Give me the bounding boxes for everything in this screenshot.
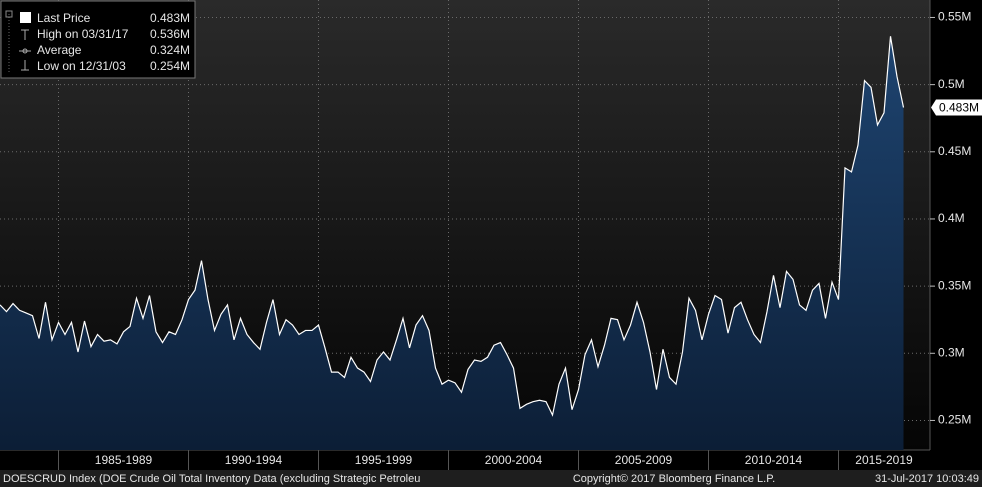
legend-value: 0.254M <box>150 59 190 73</box>
x-tick-label: 2005-2009 <box>615 453 673 467</box>
footer-copyright: Copyright© 2017 Bloomberg Finance L.P. <box>573 473 775 485</box>
legend-swatch <box>20 12 31 23</box>
y-tick-label: 0.55M <box>938 10 971 24</box>
x-tick-label: 1985-1989 <box>95 453 153 467</box>
legend-label: Average <box>37 43 82 57</box>
x-axis-background <box>0 450 930 470</box>
last-price-tag <box>931 99 982 116</box>
footer-ticker: DOESCRUD Index (DOE Crude Oil Total Inve… <box>3 473 420 485</box>
legend-value: 0.536M <box>150 27 190 41</box>
area <box>0 36 904 451</box>
x-tick-label: 2015-2019 <box>855 453 913 467</box>
legend-collapse <box>5 10 13 18</box>
legend-box <box>0 0 196 79</box>
x-tick-label: 2010-2014 <box>745 453 803 467</box>
x-tick-label: 2000-2004 <box>485 453 543 467</box>
x-tick-label: 1995-1999 <box>355 453 413 467</box>
y-tick-label: 0.5M <box>938 77 965 91</box>
y-tick-label: 0.45M <box>938 144 971 158</box>
y-tick-label: 0.4M <box>938 211 965 225</box>
legend-value: 0.324M <box>150 43 190 57</box>
last-price-label: 0.483M <box>939 101 979 115</box>
footer-timestamp: 31-Jul-2017 10:03:49 <box>875 473 979 485</box>
footer-background <box>0 470 982 487</box>
plot <box>0 0 930 451</box>
y-axis-background <box>930 0 982 470</box>
y-tick-label: 0.25M <box>938 413 971 427</box>
legend: Last Price 0.483M High on 03/31/17 0.536… <box>0 0 196 79</box>
legend-high-icon <box>21 29 29 40</box>
line <box>0 36 905 417</box>
y-tick-label: 0.3M <box>938 345 965 359</box>
legend-low-icon <box>21 60 29 71</box>
legend-value: 0.483M <box>150 11 190 25</box>
legend-average-icon <box>19 48 31 54</box>
x-tick-label: 1990-1994 <box>225 453 283 467</box>
legend-label: Last Price <box>37 11 91 25</box>
legend-label: High on 03/31/17 <box>37 27 129 41</box>
y-tick-label: 0.35M <box>938 278 971 292</box>
legend-label: Low on 12/31/03 <box>37 59 126 73</box>
